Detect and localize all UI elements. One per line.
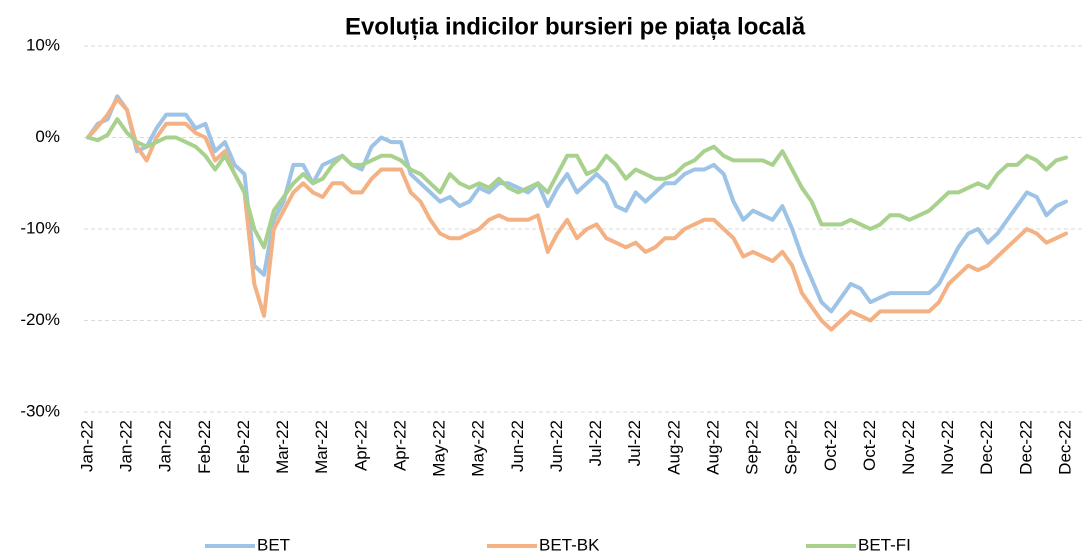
x-tick-label: Jan-22 (77, 420, 96, 472)
x-tick-label: Jul-22 (625, 420, 644, 466)
x-tick-label: Aug-22 (664, 420, 683, 475)
legend-label: BET-FI (858, 535, 911, 554)
chart-title: Evoluția indicilor bursieri pe piața loc… (345, 13, 806, 40)
x-tick-label: May-22 (430, 420, 449, 477)
x-tick-label: Mar-22 (312, 420, 331, 474)
x-tick-label: Jul-22 (586, 420, 605, 466)
x-tick-label: Dec-22 (1016, 420, 1035, 475)
x-tick-label: Jun-22 (547, 420, 566, 472)
series-line (86, 94, 1068, 314)
x-tick-label: Feb-22 (234, 420, 253, 474)
y-tick-label: 10% (26, 35, 60, 54)
x-tick-label: Feb-22 (195, 420, 214, 474)
x-tick-label: Jan-22 (156, 420, 175, 472)
y-tick-label: 0% (35, 127, 60, 146)
series-line (86, 117, 1068, 250)
x-tick-label: Aug-22 (703, 420, 722, 475)
x-tick-label: May-22 (469, 420, 488, 477)
x-tick-label: Nov-22 (899, 420, 918, 475)
x-tick-label: Jun-22 (508, 420, 527, 472)
y-tick-label: -30% (20, 401, 60, 420)
legend-label: BET (257, 535, 290, 554)
x-tick-label: Apr-22 (390, 420, 409, 471)
x-tick-label: Sep-22 (782, 420, 801, 475)
x-tick-label: Dec-22 (1055, 420, 1074, 475)
y-tick-label: -10% (20, 218, 60, 237)
x-tick-label: Sep-22 (743, 420, 762, 475)
x-tick-label: Oct-22 (860, 420, 879, 471)
y-tick-label: -20% (20, 310, 60, 329)
x-tick-label: Nov-22 (938, 420, 957, 475)
legend-label: BET-BK (539, 535, 600, 554)
series-line (86, 97, 1068, 332)
x-tick-label: Dec-22 (977, 420, 996, 475)
x-tick-label: Apr-22 (351, 420, 370, 471)
x-tick-label: Mar-22 (273, 420, 292, 474)
x-tick-label: Oct-22 (821, 420, 840, 471)
x-tick-label: Jan-22 (117, 420, 136, 472)
